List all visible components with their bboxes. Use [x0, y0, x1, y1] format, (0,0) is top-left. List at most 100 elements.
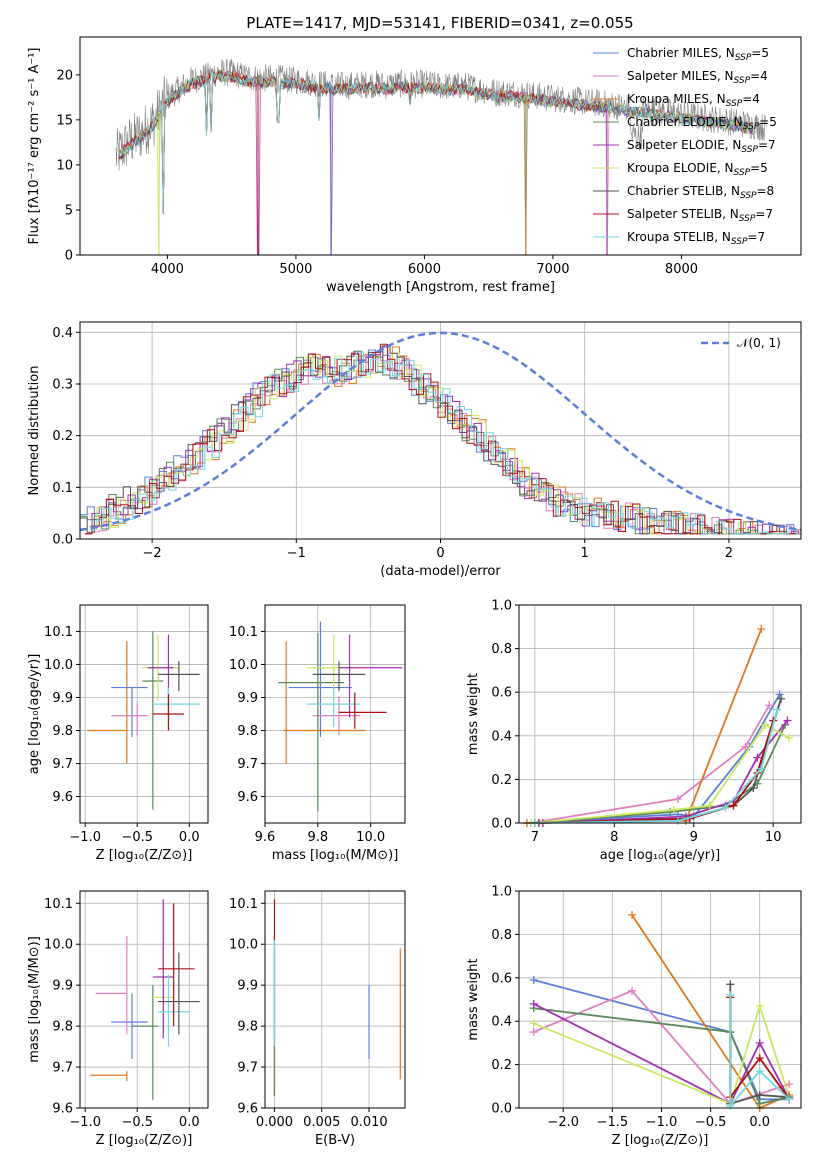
mass-weight-line [533, 1002, 790, 1105]
mass_vs_EBV-xtick-label: 0.010 [350, 1115, 387, 1130]
mass-weight-marker [729, 801, 738, 810]
mass-weight-marker [627, 910, 636, 919]
age_vs_Z-xtick-label: −1.0 [69, 830, 101, 845]
spectrum-ytick-label: 0 [65, 249, 73, 264]
mass-weight-marker [755, 1054, 764, 1063]
mass-weight-marker [785, 1095, 794, 1104]
massweight_vs_age-xtick-label: 8 [610, 830, 618, 845]
age_vs_mass-frame [264, 604, 406, 824]
massweight_vs_age-xtick-label: 7 [531, 830, 539, 845]
mass-weight-marker [777, 694, 786, 703]
mass-weight-marker [705, 801, 714, 810]
residuals-frame [79, 321, 802, 540]
massweight_vs_Z-ytick-label: 0.6 [491, 971, 512, 986]
mass-weight-marker [757, 624, 766, 633]
massweight_vs_Z-ytick-label: 0.8 [491, 928, 512, 943]
mass_vs_EBV-ytick-label: 9.7 [237, 1061, 258, 1076]
massweight_vs_age-ytick-label: 0.8 [491, 642, 512, 657]
age_vs_Z-ytick-label: 10.1 [44, 625, 73, 640]
age_vs_Z-xlabel: Z [log₁₀(Z/Z⊙)] [96, 848, 193, 863]
mass-weight-marker [669, 805, 678, 814]
mass-weight-marker [785, 1080, 794, 1089]
mass_vs_EBV-ytick-label: 10.0 [229, 938, 258, 953]
massweight_vs_age-ytick-label: 0.2 [491, 773, 512, 788]
mass-weight-marker [726, 980, 735, 989]
mass-weight-marker [673, 795, 682, 804]
mass-weight-line [533, 1002, 791, 1105]
mass_vs_EBV-xlabel: E(B-V) [315, 1133, 355, 1148]
age_vs_Z-frame [79, 604, 209, 824]
spectrum-ytick-label: 20 [56, 68, 73, 83]
mass-weight-marker [726, 991, 735, 1000]
mass_vs_Z-xlabel: Z [log₁₀(Z/Z⊙)] [96, 1133, 193, 1148]
normal-curve-line [79, 331, 802, 532]
spectrum-ytick-label: 5 [65, 203, 73, 218]
residuals-ytick-label: 0.4 [52, 326, 73, 341]
spectrum-model-line [118, 70, 753, 256]
figure-title: PLATE=1417, MJD=53141, FIBERID=0341, z=0… [246, 14, 633, 32]
mass-weight-line [533, 1007, 790, 1105]
age_vs_mass-xlabel: mass [log₁₀(M/M⊙)] [272, 848, 399, 863]
age_vs_Z-ytick-label: 10.0 [44, 658, 73, 673]
mass_vs_Z-ylabel: mass [log₁₀(M/M⊙)] [27, 936, 42, 1063]
mass-weight-marker [755, 1067, 764, 1076]
age_vs_Z-ytick-label: 9.7 [52, 757, 73, 772]
massweight_vs_Z-frame [518, 890, 802, 1109]
spectrum-ytick-label: 10 [56, 158, 73, 173]
mass-weight-marker [529, 1019, 538, 1028]
massweight_vs_age-xtick-label: 9 [690, 830, 698, 845]
spectrum-frame [79, 36, 802, 256]
massweight_vs_age-ytick-label: 1.0 [491, 599, 512, 614]
mass-weight-marker [773, 705, 782, 714]
spectrum-xlabel: wavelength [Angstrom, rest frame] [326, 280, 555, 295]
massweight_vs_age-xtick-label: 10 [765, 830, 782, 845]
mass_vs_EBV-xtick-label: 0.005 [303, 1115, 340, 1130]
mass-weight-marker [785, 733, 794, 742]
mass_vs_Z-ytick-label: 9.7 [52, 1061, 73, 1076]
age_vs_Z-xtick-label: 0.0 [179, 830, 200, 845]
spectrum-xtick-label: 5000 [279, 262, 312, 277]
histogram-step-line [84, 343, 801, 535]
legend-label: Kroupa ELODIE, NSSP=5 [627, 161, 768, 178]
spectrum-xtick-label: 8000 [665, 262, 698, 277]
residuals-xtick-label: 1 [581, 546, 589, 561]
age_vs_Z-ytick-label: 9.8 [52, 724, 73, 739]
spectrum-model-line [118, 72, 753, 214]
massweight_vs_age-ylabel: mass weight [466, 673, 481, 755]
mass_vs_Z-xtick-label: −0.5 [121, 1115, 153, 1130]
mass-weight-line [729, 995, 790, 1109]
mass-weight-marker [529, 1028, 538, 1037]
mass_vs_Z-ytick-label: 9.8 [52, 1020, 73, 1035]
mass-weight-line [530, 704, 770, 824]
mass_vs_Z-ytick-label: 10.1 [44, 897, 73, 912]
mass_vs_EBV-xtick-label: 0.000 [256, 1115, 293, 1130]
legend-label: Salpeter MILES, NSSP=4 [627, 69, 768, 86]
legend-label: Chabrier ELODIE, NSSP=5 [627, 115, 777, 132]
spectrum-ytick-label: 15 [56, 113, 73, 128]
massweight_vs_age-ytick-label: 0.0 [491, 817, 512, 832]
massweight_vs_Z-xtick-label: −1.0 [646, 1115, 678, 1130]
mass_vs_Z-frame [79, 890, 209, 1109]
residuals-ytick-label: 0.1 [52, 481, 73, 496]
massweight_vs_Z-xtick-label: −0.5 [695, 1115, 727, 1130]
massweight_vs_age-xlabel: age [log₁₀(age/yr)] [600, 848, 721, 863]
mass-weight-marker [741, 742, 750, 751]
residuals-xtick-label: −1 [287, 546, 306, 561]
mass_vs_EBV-ytick-label: 9.9 [237, 979, 258, 994]
mass-weight-marker [755, 1002, 764, 1011]
age_vs_mass-ytick-label: 10.0 [229, 658, 258, 673]
massweight_vs_Z-xtick-label: 0.0 [749, 1115, 770, 1130]
mass_vs_Z-ytick-label: 9.9 [52, 979, 73, 994]
legend-label: Salpeter ELODIE, NSSP=7 [627, 138, 776, 155]
residuals-ytick-label: 0.2 [52, 429, 73, 444]
mass_vs_Z-xtick-label: −1.0 [69, 1115, 101, 1130]
massweight_vs_age-frame [518, 604, 802, 824]
mass_vs_Z-ytick-label: 9.6 [52, 1102, 73, 1117]
spectrum-xtick-label: 6000 [408, 262, 441, 277]
mass-weight-marker [749, 784, 758, 793]
mass-weight-marker [775, 690, 784, 699]
mass-weight-marker [529, 975, 538, 984]
mass-weight-marker [765, 701, 774, 710]
legend-label: Chabrier STELIB, NSSP=8 [627, 184, 774, 201]
histogram-step-line [89, 346, 801, 535]
